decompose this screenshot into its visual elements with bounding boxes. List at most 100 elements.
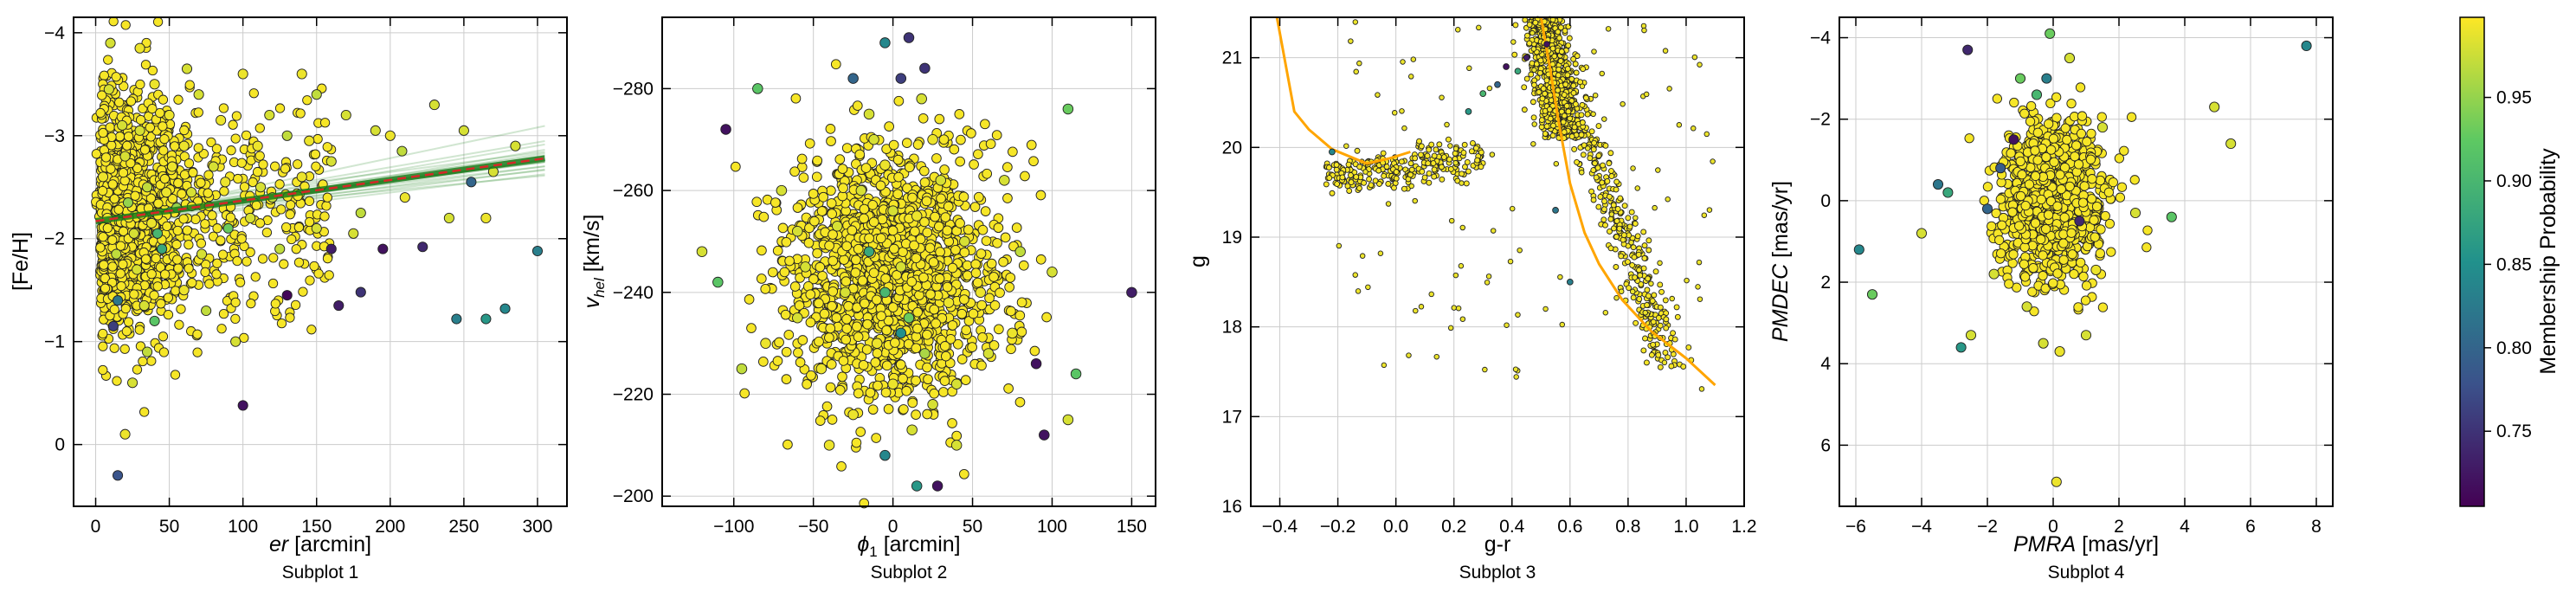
member-point — [98, 364, 108, 376]
star-point — [1401, 125, 1407, 132]
star-point — [1710, 158, 1716, 164]
star-point — [1698, 386, 1705, 392]
member-point — [935, 175, 947, 186]
member-point — [805, 317, 816, 328]
member-point — [720, 124, 731, 135]
member-point — [510, 140, 521, 151]
star-point — [1630, 165, 1636, 171]
member-point — [302, 95, 312, 106]
member-point — [772, 356, 783, 366]
member-point — [1041, 312, 1052, 323]
star-point — [1570, 55, 1577, 62]
star-point — [1521, 106, 1528, 113]
member-point — [319, 211, 330, 222]
member-point — [777, 222, 789, 234]
member-point — [943, 297, 955, 308]
star-point — [1663, 316, 1670, 323]
member-point — [184, 240, 194, 250]
star-point — [1606, 160, 1613, 167]
member-point — [281, 290, 293, 301]
member-point — [901, 138, 912, 148]
member-point — [159, 133, 170, 145]
member-point — [99, 70, 109, 80]
star-point — [1642, 310, 1648, 316]
member-point — [757, 245, 767, 256]
member-point — [781, 346, 792, 357]
member-point — [817, 270, 828, 281]
star-point — [1463, 180, 1470, 187]
member-point — [928, 257, 939, 267]
member-point — [170, 370, 181, 380]
member-point — [174, 319, 184, 330]
member-point — [931, 480, 943, 492]
star-point — [1641, 242, 1648, 249]
member-point — [135, 341, 146, 351]
member-point — [800, 261, 811, 273]
star-point — [1329, 148, 1336, 156]
member-point — [935, 247, 945, 257]
member-point — [1039, 429, 1050, 441]
star-point — [1570, 89, 1577, 96]
star-point — [1568, 133, 1575, 140]
member-point — [295, 108, 306, 119]
member-point — [480, 212, 492, 223]
member-point — [832, 221, 843, 232]
member-point — [268, 253, 279, 263]
member-point — [1006, 306, 1016, 317]
member-point — [113, 204, 124, 215]
star-point — [1479, 90, 1487, 97]
member-point — [861, 344, 873, 355]
star-point — [1652, 204, 1658, 211]
member-point — [942, 225, 953, 236]
member-point — [184, 158, 195, 169]
member-point — [805, 289, 816, 300]
star-point — [1591, 48, 1597, 55]
star-point — [1604, 177, 1611, 184]
member-point — [918, 113, 929, 124]
member-point — [918, 272, 929, 283]
member-point — [117, 119, 128, 131]
subplot-2-ytick-label: −200 — [613, 486, 654, 506]
star-point — [1595, 123, 1602, 130]
member-point — [854, 149, 866, 160]
star-point — [1600, 162, 1607, 169]
member-point — [111, 248, 122, 260]
member-point — [911, 253, 922, 264]
member-point — [120, 20, 131, 30]
member-point — [190, 214, 201, 225]
member-point — [991, 130, 1002, 140]
star-point — [1426, 170, 1433, 177]
member-point — [976, 248, 987, 259]
star-point — [1447, 143, 1453, 149]
member-point — [138, 356, 148, 367]
star-point — [1459, 171, 1465, 177]
member-point — [911, 210, 923, 222]
star-point — [1543, 77, 1550, 84]
member-point — [950, 378, 963, 390]
star-point — [1440, 154, 1447, 160]
member-point — [480, 313, 492, 325]
member-point — [140, 254, 151, 264]
member-point — [962, 270, 973, 281]
member-point — [193, 143, 203, 153]
member-point — [796, 153, 808, 164]
subplot-3-ytick-label: 16 — [1222, 497, 1242, 517]
star-point — [1543, 41, 1550, 48]
member-point — [841, 241, 853, 252]
star-point — [1640, 228, 1647, 235]
star-point — [1464, 158, 1471, 165]
star-point — [1439, 176, 1446, 183]
member-point — [109, 343, 119, 353]
member-point — [162, 221, 172, 231]
member-point — [919, 348, 931, 359]
member-point — [752, 83, 763, 94]
member-point — [847, 73, 859, 84]
star-point — [1460, 149, 1467, 156]
star-point — [1325, 164, 1332, 171]
subplot-2-xtick-label: 100 — [1037, 517, 1067, 537]
star-point — [1592, 92, 1599, 99]
star-point — [1590, 111, 1596, 118]
star-point — [1570, 82, 1577, 89]
member-point — [916, 93, 927, 105]
star-point — [1528, 71, 1535, 78]
